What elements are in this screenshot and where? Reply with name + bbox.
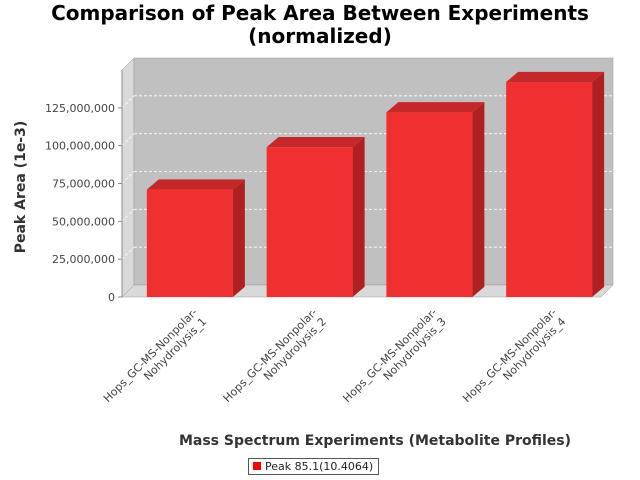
y-tick-label: 100,000,000 (45, 140, 115, 153)
chart-title: Comparison of Peak Area Between Experime… (0, 2, 640, 48)
legend: Peak 85.1(10.4064) (248, 458, 380, 475)
bar-side (232, 179, 245, 297)
bar-top (146, 179, 245, 190)
x-category-label-line: Hops_GC-MS-Nonpolar- (221, 306, 320, 405)
legend-label: Peak 85.1(10.4064) (265, 460, 374, 473)
y-axis-label: Peak Area (1e-3) (13, 121, 29, 254)
x-axis-label: Mass Spectrum Experiments (Metabolite Pr… (179, 433, 571, 449)
bar-side (592, 71, 605, 297)
chart-title-line-2: (normalized) (248, 24, 392, 48)
x-category-label-line: Hops_GC-MS-Nonpolar- (340, 306, 439, 405)
bar-front (266, 147, 353, 297)
bar-top (386, 102, 485, 113)
x-axis-categories: Hops_GC-MS-Nonpolar-Nohydrolysis_1 Hops_G… (101, 306, 568, 405)
bar-front (386, 112, 473, 297)
bar-front (506, 82, 593, 298)
x-category-label: Hops_GC-MS-Nonpolar-Nohydrolysis_1 (101, 306, 209, 405)
x-category-label: Hops_GC-MS-Nonpolar-Nohydrolysis_3 (340, 306, 448, 405)
y-axis-ticks: 0 25,000,000 50,000,000 75,000,000 100,000,0… (45, 70, 123, 304)
gridline-wall (121, 209, 135, 222)
legend-swatch (253, 462, 261, 470)
bar-side (472, 102, 485, 297)
x-category-label: Hops_GC-MS-Nonpolar-Nohydrolysis_4 (460, 306, 568, 405)
x-category-label-line: Hops_GC-MS-Nonpolar- (101, 306, 200, 405)
bars (146, 71, 605, 298)
y-tick-label: 75,000,000 (52, 178, 115, 191)
gridline-wall (121, 171, 135, 184)
x-category-label: Hops_GC-MS-Nonpolar-Nohydrolysis_2 (221, 306, 329, 405)
gridline-wall (121, 95, 135, 109)
gridline-wall (121, 133, 135, 146)
gridline-wall (121, 246, 135, 260)
x-category-label-line: Hops_GC-MS-Nonpolar- (460, 306, 559, 405)
bar-side (352, 136, 365, 297)
bar-top (266, 136, 365, 148)
y-tick-label: 50,000,000 (52, 215, 115, 228)
y-tick-label: 125,000,000 (45, 102, 115, 115)
bar-top (506, 71, 605, 83)
gridlines (121, 95, 613, 260)
y-tick-label: 25,000,000 (52, 253, 115, 266)
plot-left-wall (121, 57, 135, 298)
chart-title-line-1: Comparison of Peak Area Between Experime… (51, 1, 589, 25)
y-tick-label: 0 (108, 291, 115, 304)
bar-front (146, 189, 233, 297)
